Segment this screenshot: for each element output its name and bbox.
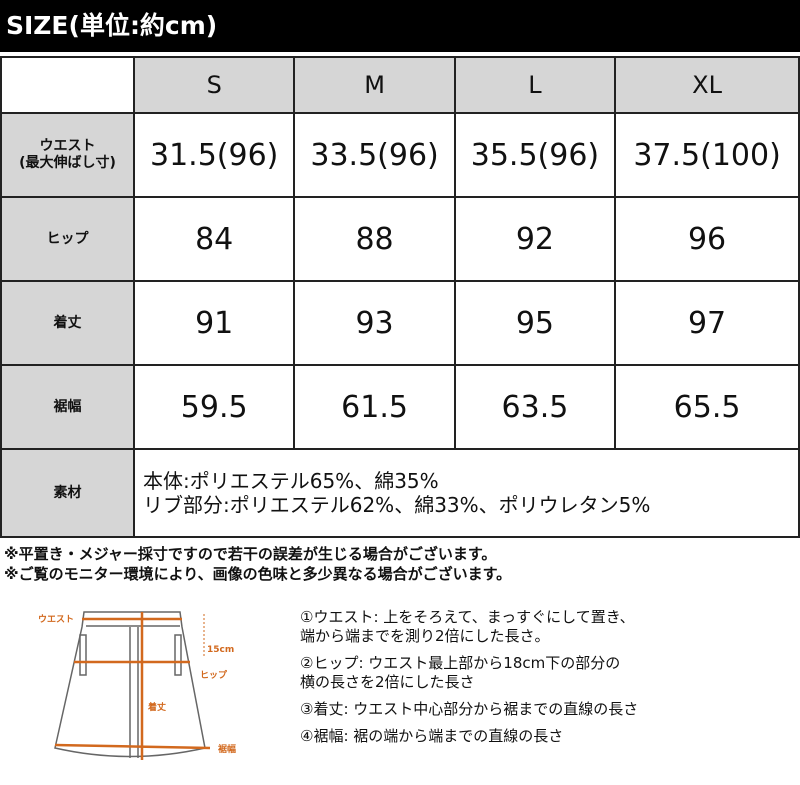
row-label: 素材	[0, 448, 135, 538]
label-offset: 15cm	[207, 645, 234, 655]
cell: 93	[293, 280, 456, 366]
size-header: XL	[614, 56, 800, 114]
cell: 61.5	[293, 364, 456, 450]
skirt-diagram: ウエスト ヒップ 着丈 裾幅 15cm	[38, 611, 236, 760]
table-row: ヒップ 84 88 92 96	[0, 196, 800, 282]
desc-waist: ①ウエスト: 上をそろえて、まっすぐにして置き、 端から端までを測り2倍にした長さ…	[300, 608, 635, 645]
size-header: L	[453, 56, 617, 114]
row-label: ヒップ	[0, 196, 135, 282]
desc-hip: ②ヒップ: ウエスト最上部から18cm下の部分の 横の長さを2倍にした長さ	[300, 654, 621, 691]
desc-hem: ④裾幅: 裾の端から端までの直線の長さ	[300, 727, 564, 745]
page-title: SIZE(単位:約cm)	[0, 0, 800, 52]
label-waist: ウエスト	[38, 614, 74, 625]
label-hem: 裾幅	[218, 743, 236, 755]
row-label: ウエスト (最大伸ばし寸)	[0, 112, 135, 198]
cell: 35.5(96)	[453, 112, 617, 198]
corner-cell	[0, 56, 135, 114]
label-hip: ヒップ	[200, 669, 228, 681]
cell: 37.5(100)	[614, 112, 800, 198]
cell: 65.5	[614, 364, 800, 450]
cell: 97	[614, 280, 800, 366]
cell: 96	[614, 196, 800, 282]
table-row: 素材 本体:ポリエステル65%、綿35% リブ部分:ポリエステル62%、綿33%、…	[0, 448, 800, 538]
table-row: ウエスト (最大伸ばし寸) 31.5(96) 33.5(96) 35.5(96) …	[0, 112, 800, 198]
size-header: M	[293, 56, 456, 114]
material-cell: 本体:ポリエステル65%、綿35% リブ部分:ポリエステル62%、綿33%、ポリウ…	[133, 448, 800, 538]
table-row: 着丈 91 93 95 97	[0, 280, 800, 366]
cell: 95	[453, 280, 617, 366]
cell: 92	[453, 196, 617, 282]
cell: 84	[132, 196, 296, 282]
notes: ※平置き・メジャー採寸ですので若干の誤差が生じる場合がございます。 ※ご覧のモニ…	[4, 545, 512, 583]
row-label: 裾幅	[0, 364, 135, 450]
table-row: 裾幅 59.5 61.5 63.5 65.5	[0, 364, 800, 450]
desc-length: ③着丈: ウエスト中心部分から裾までの直線の長さ	[300, 700, 639, 718]
label-length: 着丈	[147, 701, 166, 713]
size-table: S M L XL ウエスト (最大伸ばし寸) 31.5(96) 33.5(96) …	[0, 56, 800, 538]
cell: 33.5(96)	[293, 112, 456, 198]
cell: 59.5	[132, 364, 296, 450]
measurement-descriptions: ①ウエスト: 上をそろえて、まっすぐにして置き、 端から端までを測り2倍にした長さ…	[300, 608, 638, 754]
cell: 63.5	[453, 364, 617, 450]
cell: 91	[132, 280, 296, 366]
cell: 31.5(96)	[132, 112, 296, 198]
row-label: 着丈	[0, 280, 135, 366]
cell: 88	[293, 196, 456, 282]
size-header: S	[132, 56, 296, 114]
